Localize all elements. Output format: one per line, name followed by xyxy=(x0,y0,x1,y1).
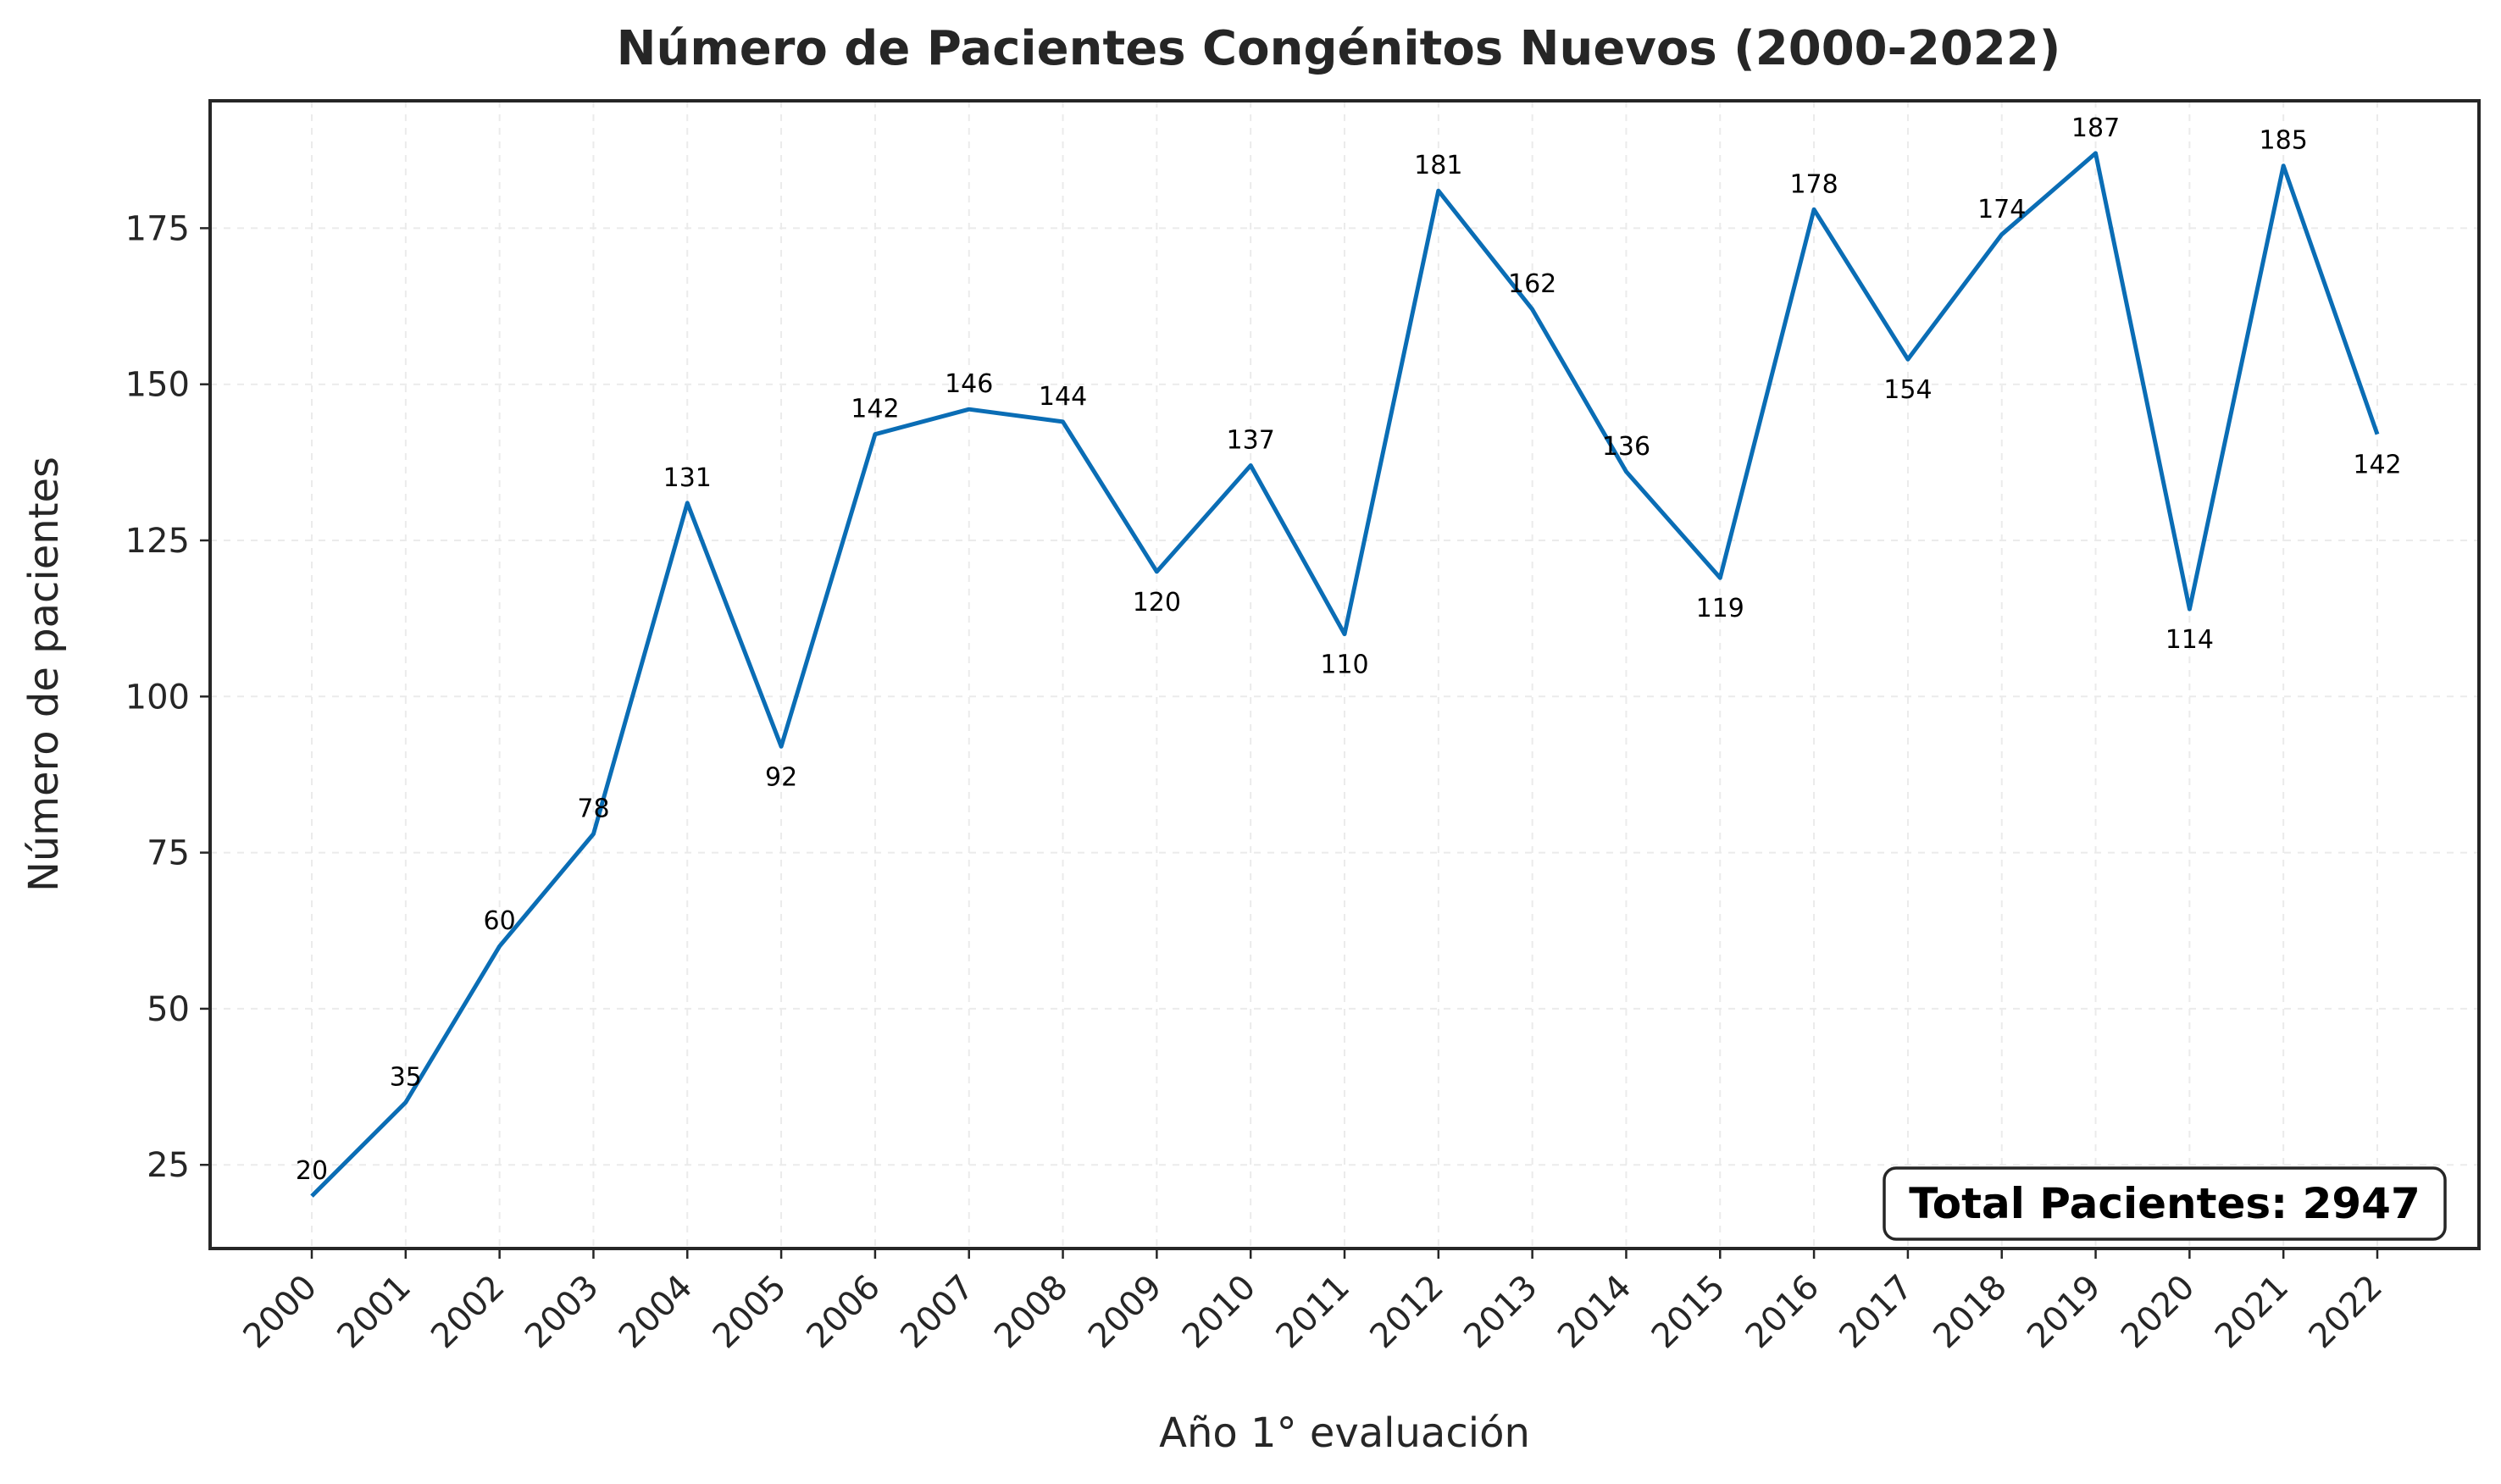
data-labels: 20 35 60 78 131 92 142 146 144 120 137 110 181 162 136… xyxy=(296,114,2402,1186)
y-axis-label: Número de pacientes xyxy=(20,457,68,892)
x-tick-label: 2002 xyxy=(424,1268,513,1357)
x-tick-label: 2017 xyxy=(1832,1268,1921,1357)
y-axis: 25 50 75 100 125 150 175 xyxy=(125,209,210,1185)
x-tick-label: 2016 xyxy=(1738,1268,1827,1357)
data-label: 110 xyxy=(1320,651,1368,680)
y-tick-label: 175 xyxy=(125,209,190,248)
total-annotation: Total Pacientes: 2947 xyxy=(1883,1166,2447,1241)
x-tick-label: 2010 xyxy=(1175,1268,1264,1357)
data-label: 137 xyxy=(1227,426,1275,456)
data-label: 185 xyxy=(2260,126,2308,156)
chart-title: Número de Pacientes Congénitos Nuevos (2… xyxy=(617,21,2061,76)
data-label: 162 xyxy=(1508,269,1556,299)
x-tick-label: 2007 xyxy=(893,1268,982,1357)
total-annotation-text: Total Pacientes: 2947 xyxy=(1909,1179,2420,1228)
data-label: 181 xyxy=(1414,151,1462,180)
y-tick-label: 150 xyxy=(125,366,190,405)
data-label: 131 xyxy=(663,463,712,493)
x-tick-label: 2004 xyxy=(612,1268,701,1357)
total-annotation-box xyxy=(1883,1166,2447,1241)
x-tick-label: 2008 xyxy=(987,1268,1076,1357)
data-label: 187 xyxy=(2071,114,2120,143)
data-label: 35 xyxy=(390,1062,422,1092)
x-tick-label: 2019 xyxy=(2020,1268,2109,1357)
data-label: 92 xyxy=(765,762,797,792)
data-label: 136 xyxy=(1602,432,1650,462)
data-label: 119 xyxy=(1696,594,1744,623)
x-tick-label: 2014 xyxy=(1550,1268,1639,1357)
x-tick-label: 2020 xyxy=(2114,1268,2203,1357)
grid-lines xyxy=(210,101,2479,1249)
data-label: 174 xyxy=(1977,195,2026,224)
x-tick-label: 2000 xyxy=(236,1268,325,1357)
x-tick-label: 2003 xyxy=(518,1268,607,1357)
data-label: 146 xyxy=(945,369,993,399)
data-label: 144 xyxy=(1039,382,1087,412)
data-label: 120 xyxy=(1133,588,1181,617)
x-tick-label: 2015 xyxy=(1644,1268,1733,1357)
y-tick-label: 75 xyxy=(147,834,190,873)
x-tick-label: 2022 xyxy=(2302,1268,2391,1357)
x-tick-label: 2013 xyxy=(1456,1268,1545,1357)
x-axis-label: Año 1° evaluación xyxy=(1159,1409,1530,1457)
x-tick-label: 2018 xyxy=(1926,1268,2015,1357)
data-label: 142 xyxy=(2353,451,2401,480)
data-label: 20 xyxy=(296,1156,328,1186)
x-tick-label: 2001 xyxy=(330,1268,419,1357)
x-tick-label: 2012 xyxy=(1362,1268,1451,1357)
data-label: 60 xyxy=(484,906,516,936)
series-line xyxy=(310,151,2380,1198)
y-tick-label: 125 xyxy=(125,522,190,561)
y-tick-label: 100 xyxy=(125,678,190,717)
data-label: 142 xyxy=(851,395,899,424)
x-tick-label: 2006 xyxy=(799,1268,888,1357)
data-label: 178 xyxy=(1789,169,1838,199)
y-tick-label: 50 xyxy=(147,990,190,1029)
x-axis: 2000 2001 2002 2003 2004 2005 2006 2007 2008 2009… xyxy=(236,1249,2391,1357)
x-tick-label: 2011 xyxy=(1269,1268,1358,1357)
x-tick-label: 2009 xyxy=(1081,1268,1170,1357)
x-tick-label: 2005 xyxy=(706,1268,795,1357)
data-label: 114 xyxy=(2166,625,2214,655)
x-tick-label: 2021 xyxy=(2208,1268,2297,1357)
y-tick-label: 25 xyxy=(147,1146,190,1185)
plot-frame xyxy=(208,99,2481,1250)
data-label: 78 xyxy=(577,794,609,823)
data-label: 154 xyxy=(1883,375,1932,405)
